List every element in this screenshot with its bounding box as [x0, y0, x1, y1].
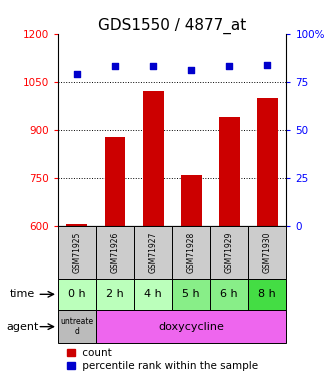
- Bar: [58, 226, 96, 279]
- Bar: [105, 137, 125, 226]
- Text: untreate
d: untreate d: [60, 317, 94, 336]
- Point: [264, 62, 270, 68]
- Text: doxycycline: doxycycline: [158, 322, 224, 332]
- Text: 0 h: 0 h: [68, 289, 86, 299]
- Bar: [172, 226, 210, 279]
- Text: GSM71927: GSM71927: [149, 232, 158, 273]
- Bar: [67, 224, 87, 226]
- Text: 8 h: 8 h: [259, 289, 276, 299]
- Bar: [257, 98, 278, 226]
- Bar: [210, 279, 248, 310]
- Bar: [134, 226, 172, 279]
- Text: GSM71928: GSM71928: [187, 232, 196, 273]
- Point: [150, 63, 156, 69]
- Legend:  count,  percentile rank within the sample: count, percentile rank within the sample: [63, 344, 262, 375]
- Bar: [134, 279, 172, 310]
- Point: [226, 63, 232, 69]
- Title: GDS1550 / 4877_at: GDS1550 / 4877_at: [98, 18, 246, 34]
- Text: agent: agent: [6, 322, 39, 332]
- Text: GSM71925: GSM71925: [72, 232, 81, 273]
- Bar: [210, 226, 248, 279]
- Text: GSM71929: GSM71929: [225, 232, 234, 273]
- Bar: [219, 117, 240, 226]
- Text: 2 h: 2 h: [106, 289, 124, 299]
- Bar: [58, 279, 96, 310]
- Point: [112, 63, 118, 69]
- Bar: [96, 279, 134, 310]
- Bar: [248, 226, 286, 279]
- Bar: [248, 279, 286, 310]
- Text: GSM71930: GSM71930: [263, 232, 272, 273]
- Text: time: time: [10, 289, 35, 299]
- Point: [188, 67, 194, 73]
- Bar: [181, 175, 202, 226]
- Text: 6 h: 6 h: [220, 289, 238, 299]
- Text: 4 h: 4 h: [144, 289, 162, 299]
- Point: [74, 71, 79, 77]
- Text: GSM71926: GSM71926: [111, 232, 119, 273]
- Text: 5 h: 5 h: [182, 289, 200, 299]
- Bar: [172, 279, 210, 310]
- Bar: [96, 226, 134, 279]
- Bar: [143, 92, 164, 226]
- Bar: [96, 310, 286, 343]
- Bar: [58, 310, 96, 343]
